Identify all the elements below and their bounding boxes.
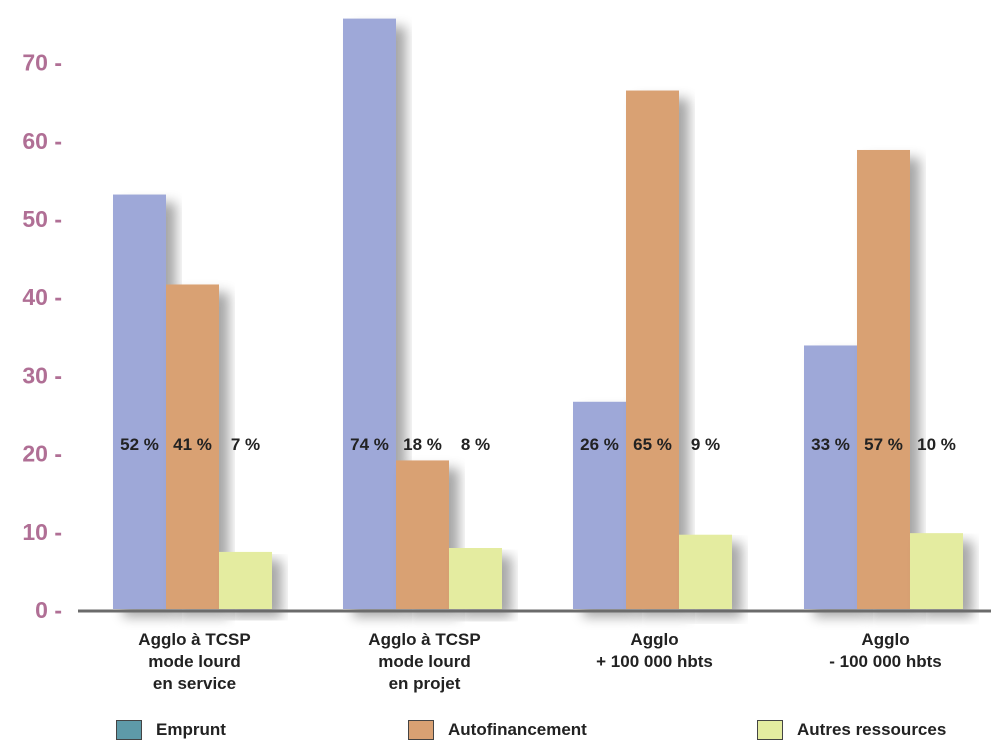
bar-emprunt-3 [804,345,857,609]
bar-emprunt-1 [343,18,396,609]
x-category-label: Agglo + 100 000 hbts [596,630,713,671]
bar-emprunt-0 [113,194,166,610]
bar-autres-ressources-3 [910,533,963,609]
bar-value-label: 10 % [917,435,956,454]
bar-autres-ressources-1 [449,548,502,609]
bar-value-label: 65 % [633,435,672,454]
x-axis-labels: Agglo à TCSP mode lourd en service Agglo à … [138,630,941,693]
legend-swatch-autofinancement [408,720,434,740]
x-category-label: Agglo - 100 000 hbts [829,630,941,671]
bar-value-labels: 52 % 74 % 26 % 33 % 41 % 18 % 65 % 57 % 7 % 8 % 9 … [120,435,956,454]
legend-label-autres-ressources: Autres ressources [797,720,947,739]
x-category-label: Agglo à TCSP mode lourd en projet [368,630,480,693]
legend-label-emprunt: Emprunt [156,720,226,739]
bar-value-label: 7 % [231,435,260,454]
bar-autofinancement-1 [396,460,449,609]
legend-swatch-emprunt [116,720,142,740]
x-category-label: Agglo à TCSP mode lourd en service [138,630,250,693]
legend-item-emprunt: Emprunt [116,720,226,740]
legend-item-autres-ressources: Autres ressources [757,720,946,740]
legend-label-autofinancement: Autofinancement [448,720,587,739]
bar-value-label: 8 % [461,435,490,454]
y-tick-label: 20 - [22,441,62,467]
y-tick-label: 70 - [22,50,62,76]
bar-autofinancement-3 [857,149,910,609]
y-axis: 0 - 10 - 20 - 30 - 40 - 50 - 60 - 70 - [22,50,62,623]
bar-autres-ressources-0 [219,551,272,609]
bar-value-label: 52 % [120,435,159,454]
bar-value-label: 41 % [173,435,212,454]
bar-autres-ressources-2 [679,534,732,609]
y-tick-label: 10 - [22,519,62,545]
bar-value-label: 9 % [691,435,720,454]
bar-autofinancement-0 [166,284,219,609]
y-tick-label: 50 - [22,206,62,232]
legend: Emprunt Autofinancement Autres ressource… [0,720,991,746]
bar-value-label: 26 % [580,435,619,454]
y-tick-label: 0 - [35,597,62,623]
bar-value-label: 18 % [403,435,442,454]
bar-emprunt-2 [573,401,626,609]
bars-group [113,18,963,610]
bar-value-label: 74 % [350,435,389,454]
legend-item-autofinancement: Autofinancement [408,720,587,740]
bar-value-label: 57 % [864,435,903,454]
bar-value-label: 33 % [811,435,850,454]
bar-autofinancement-2 [626,90,679,609]
legend-swatch-autres-ressources [757,720,783,740]
y-tick-label: 40 - [22,284,62,310]
y-tick-label: 60 - [22,128,62,154]
y-tick-label: 30 - [22,362,62,388]
